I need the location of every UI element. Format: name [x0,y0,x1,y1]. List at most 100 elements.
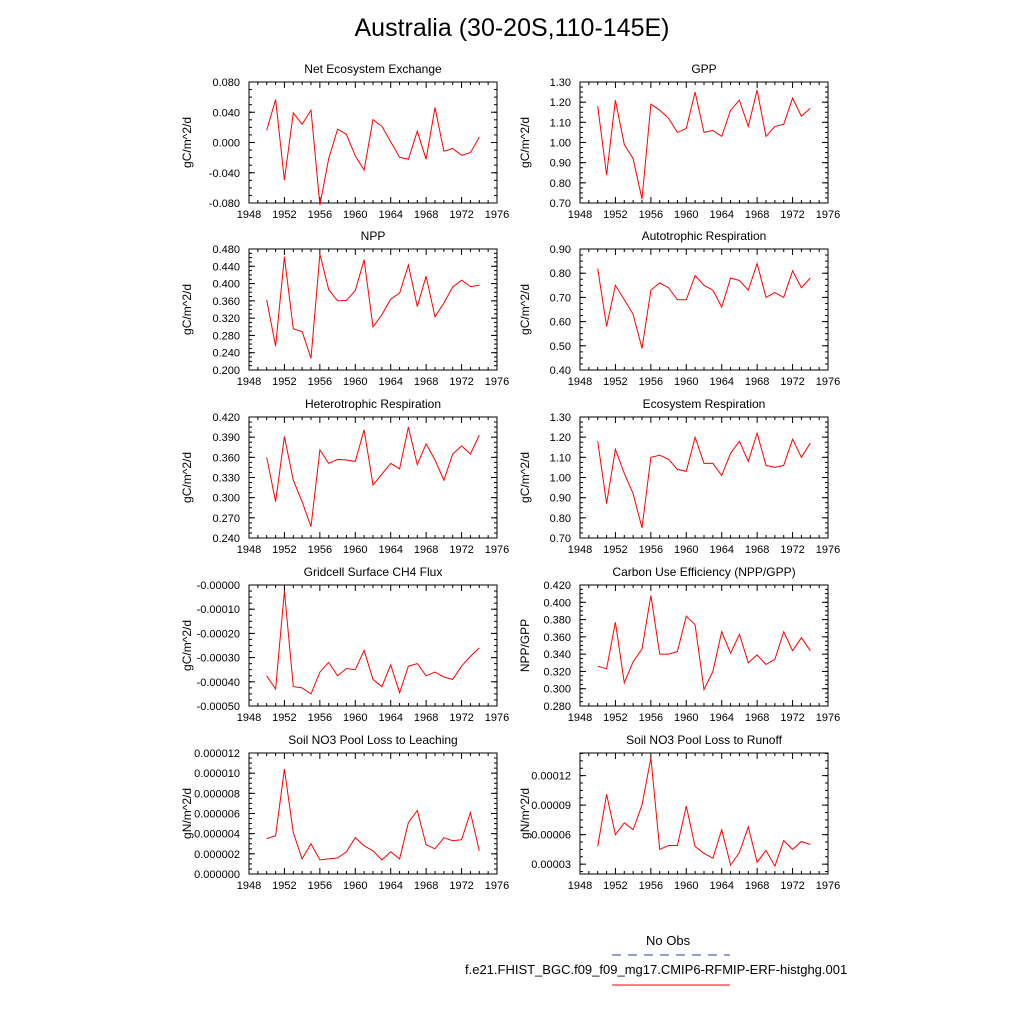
y-axis-label: gC/m^2/d [518,117,532,168]
x-tick-label: 1952 [603,880,627,892]
y-tick-label: -0.040 [209,168,240,180]
x-tick-label: 1960 [343,544,367,556]
series-line [597,595,811,692]
chart-title: Soil NO3 Pool Loss to Runoff [626,733,783,747]
x-tick-label: 1968 [745,209,769,221]
chart-title: Gridcell Surface CH4 Flux [304,565,443,579]
x-tick-label: 1968 [414,880,438,892]
y-tick-label: 1.30 [550,412,571,424]
y-tick-label: -0.00020 [197,628,240,640]
y-tick-label: 0.00012 [531,771,571,783]
x-tick-label: 1976 [485,209,509,221]
y-tick-label: 0.70 [550,292,571,304]
y-tick-label: 0.360 [212,296,240,308]
x-tick-label: 1976 [485,376,509,388]
chart-title: GPP [691,62,716,76]
x-tick-label: 1968 [745,376,769,388]
x-tick-label: 1948 [237,209,261,221]
y-tick-label: 0.000000 [194,869,240,881]
y-tick-label: 0.300 [543,684,571,696]
y-tick-label: 0.80 [550,513,571,525]
y-tick-label: 0.390 [212,432,240,444]
x-tick-label: 1948 [568,376,592,388]
x-tick-label: 1976 [485,712,509,724]
y-tick-label: 0.270 [212,513,240,525]
y-tick-label: 0.040 [212,107,240,119]
y-tick-label: -0.00010 [197,604,240,616]
series-line [266,590,480,695]
chart-panel: Heterotrophic Respiration 1948 1952 1956 196… [180,397,509,556]
chart-panel: Gridcell Surface CH4 Flux 1948 1952 1956 196… [180,565,509,724]
chart-title: Soil NO3 Pool Loss to Leaching [288,733,457,747]
y-tick-label: 0.000004 [194,829,240,841]
chart-panel: NPP 1948 1952 1956 1960 1964 1968 1972 1976 0.200… [180,229,509,388]
y-tick-label: 0.280 [543,701,571,713]
y-tick-label: 0.340 [543,649,571,661]
x-tick-label: 1968 [414,209,438,221]
x-tick-label: 1948 [568,712,592,724]
x-tick-label: 1964 [709,209,733,221]
x-tick-label: 1968 [745,880,769,892]
y-tick-label: 0.360 [543,632,571,644]
y-tick-label: 0.000008 [194,788,240,800]
chart-title: NPP [361,229,386,243]
y-tick-label: 0.300 [212,493,240,505]
x-tick-label: 1960 [674,544,698,556]
x-tick-label: 1956 [639,209,663,221]
y-axis-label: NPP/GPP [518,619,532,672]
plot-frame [248,248,498,371]
y-tick-label: 0.420 [543,580,571,592]
x-tick-label: 1956 [308,880,332,892]
y-tick-label: 0.00003 [531,859,571,871]
y-tick-label: 0.200 [212,365,240,377]
x-tick-label: 1956 [308,712,332,724]
x-tick-label: 1972 [780,376,804,388]
plot-frame [579,248,829,371]
series-line [266,99,480,206]
chart-title: Carbon Use Efficiency (NPP/GPP) [612,565,795,579]
x-tick-label: 1956 [308,544,332,556]
y-tick-label: 1.20 [550,432,571,444]
plot-frame [248,81,498,204]
y-tick-label: 0.00006 [531,830,571,842]
y-tick-label: 0.480 [212,244,240,256]
x-tick-label: 1968 [745,712,769,724]
y-tick-label: 0.70 [550,198,571,210]
chart-panel: Ecosystem Respiration 1948 1952 1956 1960 196… [518,397,840,556]
chart-panel: Autotrophic Respiration 1948 1952 1956 1960 1… [518,229,840,388]
x-tick-label: 1968 [414,544,438,556]
x-tick-label: 1948 [568,544,592,556]
y-tick-label: -0.00040 [197,677,240,689]
x-tick-label: 1964 [378,209,402,221]
x-tick-label: 1972 [449,712,473,724]
x-tick-label: 1972 [780,712,804,724]
chart-title: Net Ecosystem Exchange [304,62,442,76]
x-tick-label: 1968 [414,376,438,388]
x-tick-label: 1964 [378,712,402,724]
x-tick-label: 1952 [272,712,296,724]
y-axis-label: gC/m^2/d [180,452,194,503]
chart-panel: Net Ecosystem Exchange 1948 1952 1956 1960 19… [180,62,509,221]
y-tick-label: -0.00000 [197,580,240,592]
x-tick-label: 1956 [639,376,663,388]
x-tick-label: 1964 [709,544,733,556]
y-tick-label: 0.320 [543,666,571,678]
x-tick-label: 1952 [603,209,627,221]
y-tick-label: 0.400 [543,597,571,609]
x-tick-label: 1976 [485,880,509,892]
x-tick-label: 1972 [780,880,804,892]
x-tick-label: 1964 [709,376,733,388]
series-line [597,89,811,200]
y-tick-label: 0.50 [550,341,571,353]
x-tick-label: 1952 [272,544,296,556]
x-tick-label: 1976 [816,209,840,221]
y-tick-label: 1.30 [550,77,571,89]
chart-title: Autotrophic Respiration [642,229,767,243]
x-tick-label: 1972 [449,209,473,221]
y-tick-label: 0.320 [212,313,240,325]
x-tick-label: 1956 [639,544,663,556]
x-tick-label: 1956 [308,376,332,388]
x-tick-label: 1952 [603,376,627,388]
series-line [266,254,480,359]
x-tick-label: 1976 [485,544,509,556]
